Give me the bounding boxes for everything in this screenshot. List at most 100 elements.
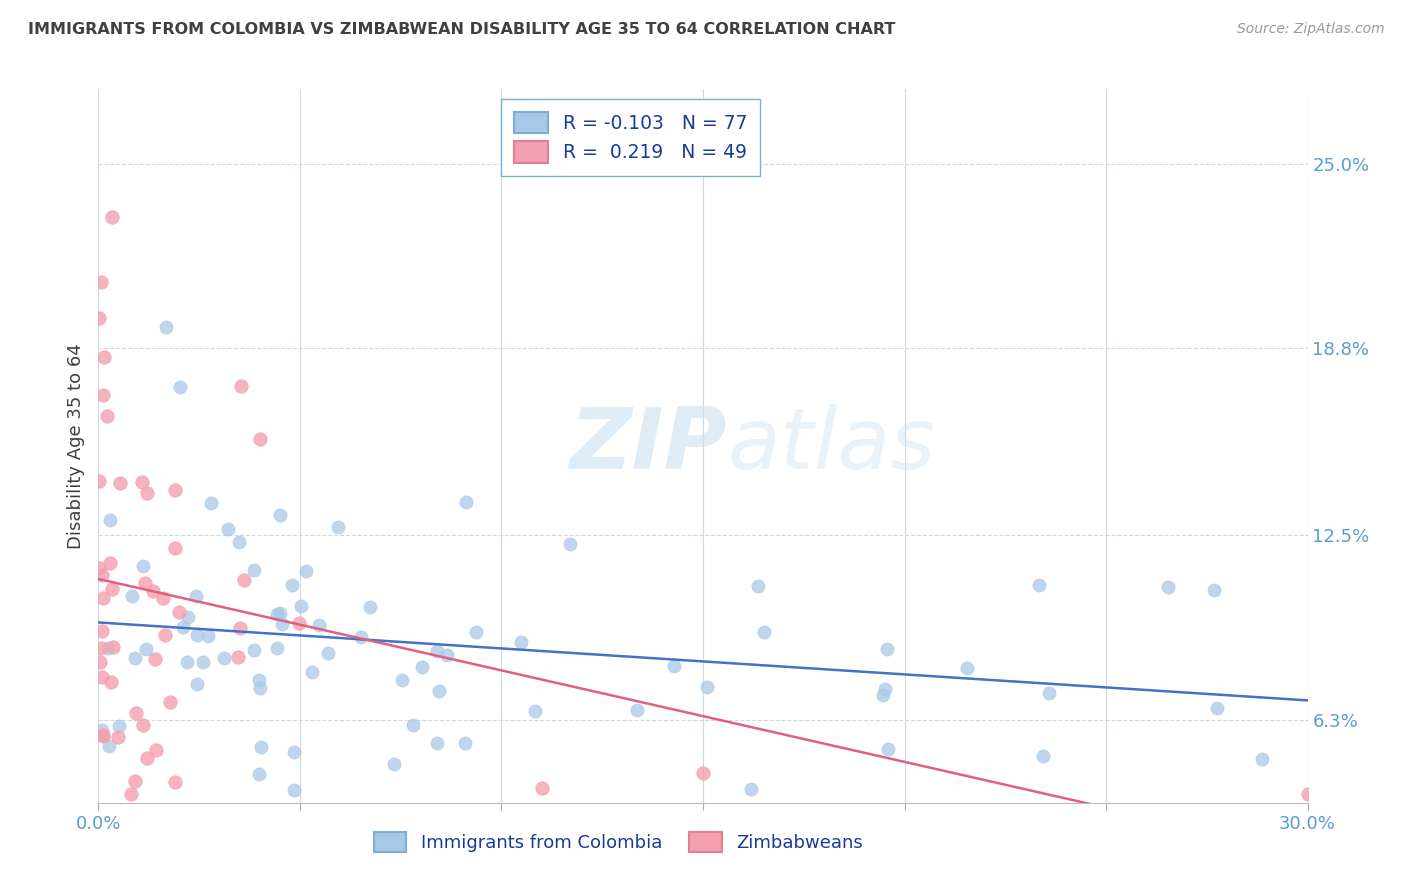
- Point: [134, 575, 156, 590]
- Point: [142, 584, 165, 599]
- Point: [98, 739, 121, 753]
- Point: [135, 641, 157, 656]
- Point: [155, 320, 177, 334]
- Point: [247, 673, 270, 687]
- Point: [89, 474, 111, 488]
- Point: [229, 621, 252, 635]
- Point: [91, 591, 114, 605]
- Point: [560, 536, 582, 550]
- Point: [664, 659, 686, 673]
- Point: [626, 703, 648, 717]
- Point: [186, 589, 208, 603]
- Point: [326, 520, 349, 534]
- Point: [454, 495, 477, 509]
- Point: [100, 675, 122, 690]
- Point: [200, 496, 222, 510]
- Point: [120, 787, 142, 801]
- Point: [316, 647, 339, 661]
- Point: [283, 745, 305, 759]
- Point: [308, 618, 330, 632]
- Point: [359, 600, 381, 615]
- Point: [426, 736, 449, 750]
- Point: [269, 508, 291, 522]
- Point: [752, 624, 775, 639]
- Point: [124, 650, 146, 665]
- Point: [876, 742, 898, 756]
- Point: [247, 766, 270, 780]
- Point: [956, 661, 979, 675]
- Point: [152, 591, 174, 605]
- Point: [217, 522, 239, 536]
- Text: atlas: atlas: [727, 404, 935, 488]
- Point: [283, 783, 305, 797]
- Point: [136, 751, 159, 765]
- Text: ZIP: ZIP: [569, 404, 727, 488]
- Point: [436, 648, 458, 662]
- Point: [288, 615, 311, 630]
- Point: [125, 706, 148, 720]
- Point: [101, 210, 124, 224]
- Point: [1038, 686, 1060, 700]
- Point: [226, 650, 249, 665]
- Point: [186, 677, 208, 691]
- Point: [249, 681, 271, 695]
- Point: [121, 589, 143, 603]
- Point: [266, 607, 288, 622]
- Point: [91, 723, 114, 738]
- Point: [159, 695, 181, 709]
- Point: [214, 651, 236, 665]
- Point: [143, 652, 166, 666]
- Point: [454, 736, 477, 750]
- Point: [165, 774, 187, 789]
- Point: [101, 582, 124, 596]
- Point: [411, 660, 433, 674]
- Point: [172, 619, 194, 633]
- Point: [89, 311, 111, 326]
- Point: [163, 541, 186, 555]
- Point: [197, 629, 219, 643]
- Point: [426, 644, 449, 658]
- Point: [153, 628, 176, 642]
- Point: [1157, 580, 1180, 594]
- Point: [391, 673, 413, 688]
- Point: [93, 729, 115, 743]
- Point: [250, 739, 273, 754]
- Point: [131, 475, 153, 489]
- Point: [96, 409, 118, 424]
- Point: [429, 684, 451, 698]
- Point: [108, 475, 131, 490]
- Point: [242, 643, 264, 657]
- Legend: Immigrants from Colombia, Zimbabweans: Immigrants from Colombia, Zimbabweans: [361, 819, 876, 865]
- Point: [290, 599, 312, 613]
- Point: [169, 379, 191, 393]
- Point: [249, 432, 271, 446]
- Point: [402, 718, 425, 732]
- Point: [1202, 582, 1225, 597]
- Point: [176, 655, 198, 669]
- Point: [93, 350, 115, 364]
- Point: [98, 513, 121, 527]
- Point: [87, 561, 110, 575]
- Text: Source: ZipAtlas.com: Source: ZipAtlas.com: [1237, 22, 1385, 37]
- Point: [243, 563, 266, 577]
- Point: [124, 773, 146, 788]
- Point: [97, 640, 120, 655]
- Point: [163, 483, 186, 497]
- Point: [136, 485, 159, 500]
- Point: [107, 730, 129, 744]
- Point: [132, 718, 155, 732]
- Point: [1028, 578, 1050, 592]
- Point: [91, 670, 114, 684]
- Point: [266, 641, 288, 656]
- Point: [232, 573, 254, 587]
- Text: IMMIGRANTS FROM COLOMBIA VS ZIMBABWEAN DISABILITY AGE 35 TO 64 CORRELATION CHART: IMMIGRANTS FROM COLOMBIA VS ZIMBABWEAN D…: [28, 22, 896, 37]
- Point: [696, 680, 718, 694]
- Point: [872, 688, 894, 702]
- Point: [740, 781, 762, 796]
- Point: [107, 719, 129, 733]
- Point: [91, 388, 114, 402]
- Point: [1206, 700, 1229, 714]
- Point: [281, 578, 304, 592]
- Point: [876, 642, 898, 657]
- Point: [90, 624, 112, 638]
